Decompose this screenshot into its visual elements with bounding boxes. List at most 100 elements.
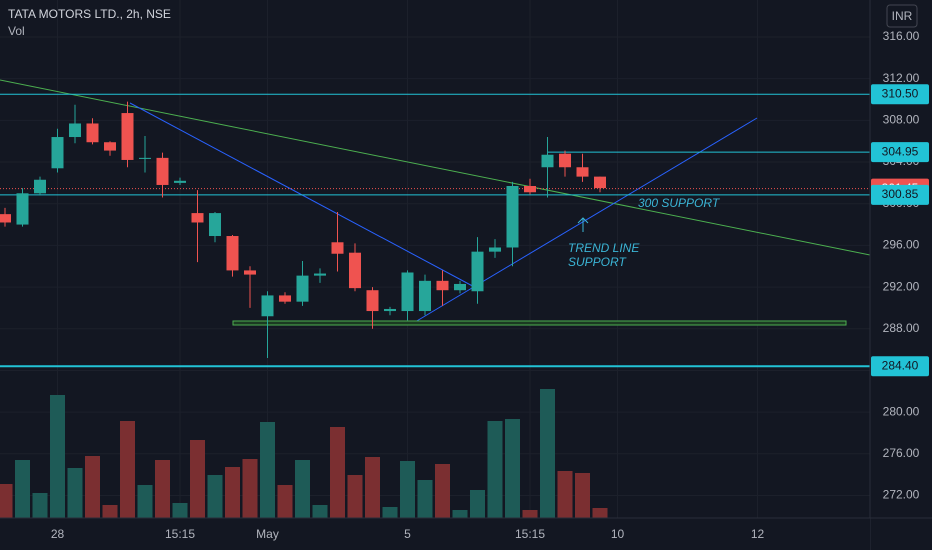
- y-tick-label: 308.00: [883, 113, 920, 127]
- level-label-box: [871, 142, 929, 163]
- volume-bar: [120, 421, 135, 518]
- volume-bar: [505, 419, 520, 518]
- volume-bar: [102, 505, 118, 518]
- y-tick-label: 312.00: [883, 71, 920, 85]
- level-label: 284.40: [882, 358, 919, 372]
- candle-body: [0, 214, 11, 223]
- x-tick-label: 15:15: [165, 527, 195, 541]
- y-tick-label: 280.00: [883, 404, 920, 418]
- level-label-box: [871, 356, 929, 377]
- volume-bar: [470, 490, 485, 518]
- volume-bar: [50, 395, 65, 518]
- volume-bar: [540, 389, 555, 518]
- candle-body: [384, 308, 396, 312]
- candle-body: [51, 137, 64, 169]
- candle-body: [69, 123, 81, 138]
- volume-bar: [32, 493, 48, 518]
- trend-line: [129, 102, 481, 291]
- volume-bar: [400, 461, 415, 518]
- volume-bar: [277, 485, 293, 518]
- volume-bar: [365, 457, 380, 518]
- volume-bar: [417, 480, 433, 518]
- volume-bar: [592, 508, 608, 518]
- candle-body: [296, 275, 309, 302]
- volume-bar: [225, 467, 240, 518]
- x-tick-label: May: [256, 527, 279, 541]
- volume-bar: [0, 484, 13, 518]
- x-tick-label: 10: [611, 527, 625, 541]
- level-label-box: [871, 184, 929, 205]
- level-label-box: [871, 84, 929, 105]
- volume-bar: [522, 510, 538, 518]
- candle-body: [349, 252, 361, 289]
- candle-body: [121, 113, 134, 160]
- candle-body: [314, 273, 326, 276]
- candle-body: [366, 290, 379, 312]
- level-lines: [0, 93, 870, 368]
- volume-bar: [487, 421, 503, 518]
- volume-bar: [330, 427, 345, 518]
- currency-button[interactable]: [886, 4, 918, 28]
- x-tick-label: 15:15: [515, 527, 545, 541]
- candle-body: [279, 295, 291, 302]
- candle-body: [244, 270, 256, 275]
- candle-body: [401, 272, 414, 312]
- volume-bar: [452, 510, 468, 518]
- volume-bar: [155, 460, 170, 518]
- candle-body: [594, 176, 606, 189]
- axis-labels: 316.00312.00308.00304.00300.00296.00292.…: [51, 29, 929, 541]
- volume-layer: [0, 389, 608, 518]
- currency[interactable]: INR: [892, 9, 913, 23]
- candle-body: [559, 153, 571, 168]
- volume-bar: [260, 422, 275, 518]
- volume-bar: [190, 440, 205, 518]
- candle-body: [541, 154, 554, 168]
- candle-body: [16, 193, 29, 225]
- candle-body: [506, 186, 519, 248]
- y-tick-label: 296.00: [883, 238, 920, 252]
- candle-body: [34, 179, 46, 194]
- candle-body: [576, 167, 589, 177]
- volume-bar: [435, 464, 450, 518]
- volume-bar: [67, 468, 83, 518]
- level-label: 300.85: [882, 187, 919, 201]
- volume-bar: [575, 473, 590, 518]
- candle-body: [524, 186, 536, 193]
- volume-bar: [382, 507, 398, 518]
- x-tick-label: 28: [51, 527, 65, 541]
- candle-body: [86, 123, 99, 143]
- candle-body: [156, 157, 169, 185]
- candle-body: [436, 280, 449, 291]
- chart-title: TATA MOTORS LTD., 2h, NSE: [8, 7, 171, 21]
- volume-bar: [242, 459, 258, 518]
- candle-body: [104, 142, 116, 151]
- candle-body: [454, 283, 466, 291]
- volume-bar: [137, 485, 153, 518]
- arrow-head: [577, 217, 589, 224]
- annotation: 300 SUPPORT: [638, 196, 721, 210]
- y-tick-label: 292.00: [883, 279, 920, 293]
- y-tick-label: 288.00: [883, 321, 920, 335]
- time-axis: [0, 518, 870, 550]
- y-tick-label: 272.00: [883, 488, 920, 502]
- annotation: SUPPORT: [568, 255, 627, 269]
- candle-body: [139, 157, 151, 159]
- candle-body: [226, 236, 239, 271]
- support-zone: [232, 320, 847, 326]
- candle-body: [209, 213, 221, 237]
- volume-bar: [207, 475, 223, 518]
- volume-bar: [295, 460, 310, 518]
- volume-bar: [172, 503, 188, 518]
- y-tick-label: 316.00: [883, 29, 920, 43]
- volume-bar: [557, 471, 573, 518]
- candle-body: [174, 180, 186, 183]
- volume-bar: [347, 475, 363, 518]
- candle-body: [419, 280, 431, 312]
- candle-body: [261, 295, 274, 317]
- trend-line: [0, 79, 871, 256]
- x-tick-label: 5: [404, 527, 411, 541]
- x-tick-label: 12: [751, 527, 765, 541]
- level-label: 304.95: [882, 144, 919, 158]
